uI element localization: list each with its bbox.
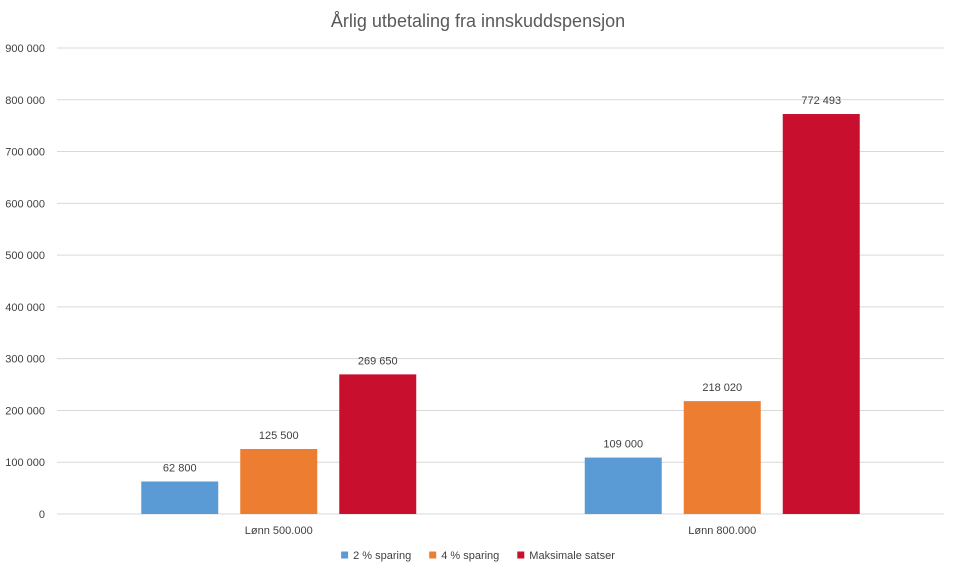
y-axis-tick-labels: 0 100 000 200 000 300 000 400 000 500 000 600 … bbox=[5, 43, 45, 521]
legend-label: 4 % sparing bbox=[441, 550, 499, 562]
data-label: 109 000 bbox=[603, 439, 643, 451]
x-category-label: Lønn 500.000 bbox=[245, 525, 313, 537]
bars bbox=[141, 114, 860, 514]
legend-label: 2 % sparing bbox=[353, 550, 411, 562]
y-tick-label: 500 000 bbox=[5, 250, 45, 262]
bar bbox=[141, 481, 219, 514]
x-axis-category-labels: Lønn 500.000 Lønn 800.000 bbox=[245, 525, 756, 537]
y-tick-label: 300 000 bbox=[5, 354, 45, 366]
y-tick-label: 100 000 bbox=[5, 457, 45, 469]
y-tick-label: 0 bbox=[39, 509, 45, 521]
gridlines bbox=[57, 47, 944, 515]
y-tick-label: 400 000 bbox=[5, 302, 45, 314]
x-category-label: Lønn 800.000 bbox=[688, 525, 756, 537]
data-labels: 62 800 125 500 269 650 109 000 218 020 772 49… bbox=[163, 95, 841, 474]
bar bbox=[584, 457, 662, 514]
y-tick-label: 200 000 bbox=[5, 405, 45, 417]
y-tick-label: 600 000 bbox=[5, 198, 45, 210]
data-label: 218 020 bbox=[702, 382, 742, 394]
y-tick-label: 700 000 bbox=[5, 147, 45, 159]
chart-title: Årlig utbetaling fra innskuddspensjon bbox=[331, 11, 625, 31]
data-label: 772 493 bbox=[801, 95, 841, 107]
legend-label: Maksimale satser bbox=[529, 550, 615, 562]
y-tick-label: 800 000 bbox=[5, 95, 45, 107]
bar bbox=[339, 374, 417, 514]
bar bbox=[782, 114, 860, 514]
data-label: 125 500 bbox=[259, 430, 299, 442]
data-label: 269 650 bbox=[358, 355, 398, 367]
legend-swatch bbox=[517, 551, 525, 559]
legend-swatch bbox=[341, 551, 349, 559]
y-tick-label: 900 000 bbox=[5, 43, 45, 55]
data-label: 62 800 bbox=[163, 462, 197, 474]
legend: 2 % sparing 4 % sparing Maksimale satser bbox=[341, 550, 615, 562]
legend-swatch bbox=[429, 551, 437, 559]
bar bbox=[683, 401, 761, 514]
bar bbox=[240, 449, 318, 514]
